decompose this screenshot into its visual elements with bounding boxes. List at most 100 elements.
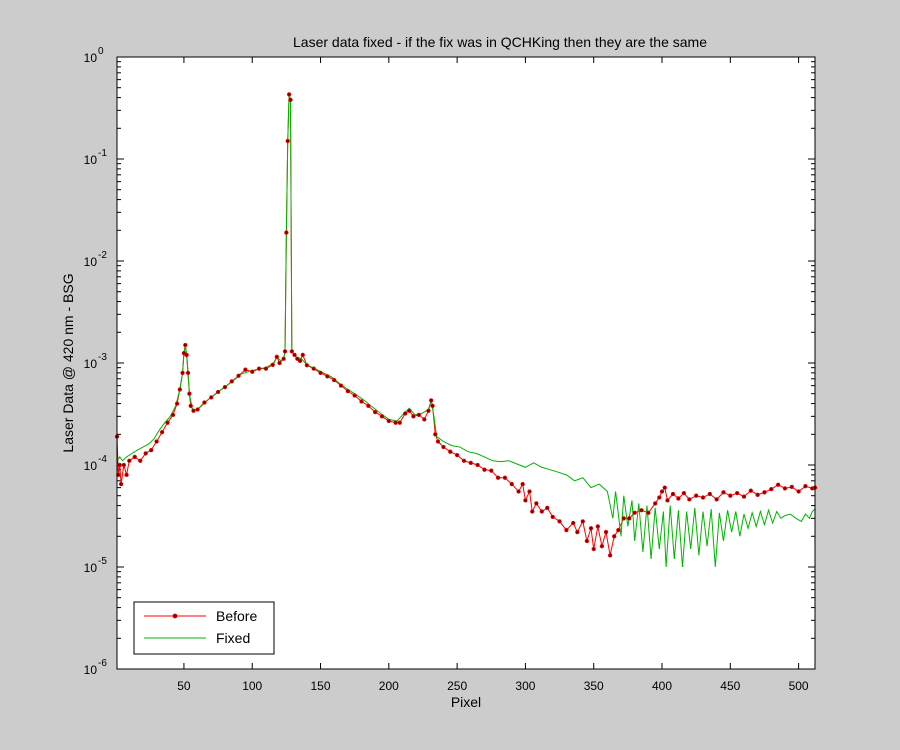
series-before-point: [527, 489, 532, 494]
y-tick-label-base: 10: [84, 459, 98, 473]
series-before-point: [132, 454, 137, 460]
series-before-point: [222, 384, 228, 390]
series-before-point: [495, 475, 501, 480]
series-before-point: [584, 538, 590, 544]
series-before-point: [762, 490, 767, 495]
series-before-point: [345, 388, 350, 394]
series-before-point: [687, 497, 692, 502]
series-before-point: [748, 488, 753, 493]
series-before-point: [250, 369, 255, 374]
series-before-point: [263, 366, 269, 371]
series-before-point: [433, 432, 438, 437]
series-before-point: [564, 527, 569, 533]
series-before-point: [274, 354, 279, 359]
series-before-point: [728, 493, 733, 498]
y-tick-label-exponent: -2: [98, 250, 107, 261]
series-before-point: [482, 467, 487, 472]
series-before-point: [281, 356, 286, 361]
series-before-point: [180, 370, 185, 376]
series-before-point: [502, 475, 508, 480]
legend: Before Fixed: [133, 601, 275, 655]
y-tick-label-base: 10: [84, 51, 98, 65]
plot-background: [117, 57, 815, 669]
y-tick-label-exponent: -5: [98, 556, 107, 567]
series-before-point: [288, 97, 293, 103]
y-tick-label-base: 10: [84, 357, 98, 371]
series-before-point: [662, 485, 667, 490]
series-before-point: [403, 411, 408, 416]
x-tick-label: 200: [379, 679, 399, 693]
series-before-point: [183, 342, 188, 348]
series-before-point: [599, 544, 605, 549]
series-before-point: [426, 408, 431, 413]
series-before-point: [366, 403, 371, 409]
y-tick-label-exponent: 0: [98, 46, 104, 57]
series-before-point: [304, 363, 310, 368]
series-before-point: [284, 230, 289, 235]
series-before-point: [534, 501, 539, 506]
series-before-point: [416, 412, 422, 418]
series-before-point: [550, 514, 555, 520]
series-before-point: [429, 398, 434, 403]
series-before-point: [202, 400, 207, 405]
series-before-point: [591, 546, 596, 552]
series-before-point: [295, 356, 300, 361]
series-before-point: [539, 509, 544, 514]
series-before-point: [700, 495, 706, 500]
legend-label-before: Before: [216, 608, 257, 624]
series-before-point: [468, 460, 473, 465]
series-before-point: [325, 374, 330, 379]
series-before-point: [117, 462, 122, 468]
y-tick-label-base: 10: [84, 663, 98, 677]
series-before-point: [595, 524, 600, 529]
series-before-point: [393, 420, 398, 425]
series-before-point: [435, 439, 441, 444]
x-tick-label: 100: [242, 679, 262, 693]
series-before-point: [741, 494, 747, 499]
series-fixed-line: [116, 94, 816, 568]
series-before-point: [285, 138, 290, 144]
series-before-point: [170, 412, 176, 418]
series-before-point: [407, 408, 412, 413]
series-before-point: [184, 352, 189, 358]
series-before-point: [121, 462, 126, 468]
x-tick-label: 400: [652, 679, 672, 693]
legend-box: [133, 601, 275, 655]
series-before-point: [289, 349, 294, 354]
y-tick-label-exponent: -1: [98, 148, 107, 159]
series-before-point: [665, 498, 670, 503]
x-tick-label: 350: [584, 679, 604, 693]
y-tick-label-exponent: -4: [98, 454, 107, 465]
series-layer: [114, 92, 818, 568]
series-before-point: [148, 447, 154, 453]
series-before-point: [676, 496, 681, 501]
series-before-point: [588, 526, 594, 531]
series-before-point: [681, 490, 687, 496]
series-before-point: [646, 510, 651, 515]
series-before-point: [127, 458, 132, 463]
series-before-point: [441, 444, 446, 450]
x-tick-label: 450: [720, 679, 740, 693]
series-before-point: [530, 509, 535, 514]
y-tick-label-base: 10: [84, 153, 98, 167]
chart-title: Laser data fixed - if the fix was in QCH…: [293, 34, 707, 50]
series-before-point: [292, 352, 297, 358]
series-before-point: [575, 529, 580, 535]
legend-label-fixed: Fixed: [216, 630, 250, 646]
series-before-point: [557, 519, 562, 524]
series-before-point: [195, 407, 200, 412]
series-before-point: [373, 409, 378, 415]
series-before-point: [209, 395, 214, 400]
series-before-point: [359, 399, 364, 404]
series-before-point: [523, 498, 528, 503]
series-before-point: [118, 481, 124, 487]
series-before-point: [386, 418, 391, 424]
series-before-point: [545, 505, 550, 511]
series-before-point: [721, 490, 726, 495]
series-before-point: [796, 489, 801, 494]
series-before-point: [621, 516, 626, 521]
series-before-point: [509, 481, 514, 487]
series-before-point: [461, 458, 467, 463]
series-before-point: [653, 501, 658, 506]
